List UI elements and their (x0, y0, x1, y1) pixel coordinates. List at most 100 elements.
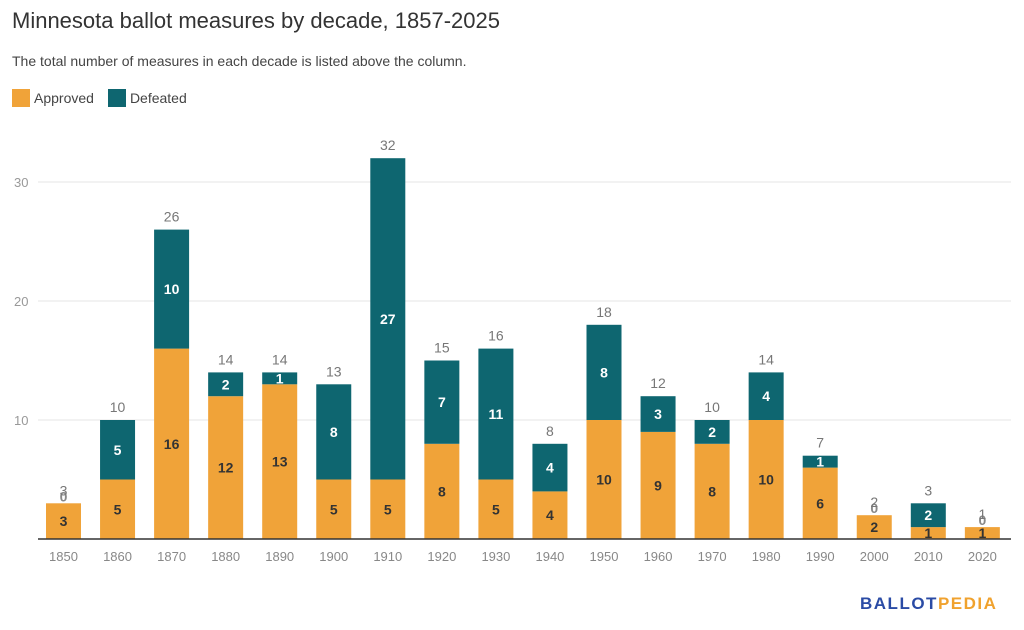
bar-approved-1940 (532, 491, 568, 539)
bar-approved-1970 (694, 443, 730, 539)
label-defeated-1930: 11 (488, 406, 503, 422)
bar-defeated-1970 (694, 420, 730, 444)
label-defeated-1910: 27 (380, 311, 396, 327)
total-label-1870: 26 (164, 209, 180, 225)
x-tick-label-1940: 1940 (535, 549, 564, 564)
bar-defeated-1900 (316, 384, 352, 480)
label-defeated-1940: 4 (546, 460, 554, 476)
bar-defeated-1960 (640, 396, 676, 432)
bar-approved-1920 (424, 443, 460, 539)
label-approved-1930: 5 (492, 501, 500, 517)
label-approved-1910: 5 (384, 501, 392, 517)
label-defeated-1950: 8 (600, 364, 608, 380)
bar-defeated-1890 (262, 372, 298, 385)
bar-approved-1850 (46, 503, 81, 539)
legend-item-approved[interactable]: Approved (12, 89, 94, 107)
label-defeated-1990: 1 (816, 454, 824, 470)
label-defeated-2010: 2 (924, 507, 932, 523)
label-approved-1890: 13 (272, 454, 288, 470)
legend-label-defeated: Defeated (129, 90, 187, 106)
label-approved-1920: 8 (438, 483, 446, 499)
label-approved-1940: 4 (546, 507, 554, 523)
y-tick-label-10: 10 (14, 413, 28, 428)
label-approved-1900: 5 (330, 501, 338, 517)
total-label-1960: 12 (650, 375, 666, 391)
bar-approved-1870 (154, 348, 190, 539)
bar-approved-1950 (586, 420, 622, 539)
x-tick-label-1960: 1960 (644, 549, 673, 564)
label-defeated-1920: 7 (438, 394, 446, 410)
x-tick-label-1880: 1880 (211, 549, 240, 564)
legend-item-defeated[interactable]: Defeated (107, 89, 187, 107)
label-defeated-1970: 2 (708, 424, 716, 440)
label-defeated-1880: 2 (222, 376, 230, 392)
bar-approved-1930 (478, 479, 514, 539)
bar-defeated-1880 (208, 372, 244, 397)
x-tick-label-1930: 1930 (481, 549, 510, 564)
label-approved-1990: 6 (816, 495, 824, 511)
x-tick-label-1850: 1850 (49, 549, 78, 564)
label-defeated-2000: 0 (870, 500, 878, 516)
bar-defeated-1860 (100, 420, 136, 480)
label-defeated-1900: 8 (330, 424, 338, 440)
bar-approved-1890 (262, 384, 298, 539)
legend-swatch-approved (12, 89, 30, 107)
bar-defeated-1950 (586, 324, 622, 420)
total-label-1940: 8 (546, 423, 554, 439)
label-approved-1850: 3 (60, 513, 68, 529)
y-tick-label-30: 30 (14, 175, 28, 190)
bar-approved-2020 (964, 527, 1000, 539)
total-label-2010: 3 (924, 482, 932, 498)
label-defeated-2020: 0 (978, 512, 986, 528)
bar-approved-1980 (748, 420, 784, 539)
x-tick-label-1980: 1980 (752, 549, 781, 564)
bar-defeated-2010 (910, 503, 946, 528)
total-label-2020: 1 (978, 506, 986, 522)
bar-approved-1900 (316, 479, 352, 539)
x-tick-label-1890: 1890 (265, 549, 294, 564)
bar-defeated-1870 (154, 229, 190, 349)
x-tick-label-1900: 1900 (319, 549, 348, 564)
y-tick-label-20: 20 (14, 294, 28, 309)
label-approved-1860: 5 (114, 501, 122, 517)
label-approved-1960: 9 (654, 477, 662, 493)
bar-defeated-1980 (748, 372, 784, 420)
bar-defeated-1940 (532, 443, 568, 492)
x-tick-label-1910: 1910 (373, 549, 402, 564)
bar-defeated-1910 (370, 158, 406, 480)
label-approved-1870: 16 (164, 436, 180, 452)
total-label-1970: 10 (704, 399, 720, 415)
label-approved-1880: 12 (218, 460, 234, 476)
total-label-1880: 14 (218, 351, 234, 367)
label-approved-1950: 10 (596, 472, 612, 488)
bar-approved-1960 (640, 431, 676, 539)
chart-title: Minnesota ballot measures by decade, 185… (12, 8, 500, 33)
label-approved-1970: 8 (708, 483, 716, 499)
total-label-1920: 15 (434, 340, 450, 356)
total-label-2000: 2 (870, 494, 878, 510)
bar-approved-1990 (802, 467, 838, 539)
bar-approved-1880 (208, 396, 244, 539)
total-label-1950: 18 (596, 304, 612, 320)
legend-label-approved: Approved (34, 90, 94, 106)
legend-swatch-defeated (107, 89, 126, 107)
total-label-1980: 14 (758, 351, 774, 367)
logo-part-ballot: BALLOT (860, 594, 938, 613)
bar-defeated-1990 (802, 455, 838, 468)
label-defeated-1980: 4 (762, 388, 770, 404)
label-approved-1980: 10 (758, 472, 774, 488)
label-defeated-1870: 10 (164, 281, 180, 297)
bar-approved-2010 (910, 527, 946, 539)
bar-defeated-1920 (424, 360, 460, 444)
legend: Approved Defeated (12, 89, 201, 107)
label-defeated-1890: 1 (276, 370, 284, 386)
total-label-1860: 10 (110, 399, 126, 415)
x-tick-label-2010: 2010 (914, 549, 943, 564)
total-label-1990: 7 (816, 435, 824, 451)
x-tick-label-1990: 1990 (806, 549, 835, 564)
x-tick-label-1920: 1920 (427, 549, 456, 564)
x-tick-label-1870: 1870 (157, 549, 186, 564)
ballotpedia-logo[interactable]: BALLOTPEDIA (860, 594, 997, 614)
total-label-1910: 32 (380, 137, 396, 153)
total-label-1850: 3 (60, 482, 68, 498)
